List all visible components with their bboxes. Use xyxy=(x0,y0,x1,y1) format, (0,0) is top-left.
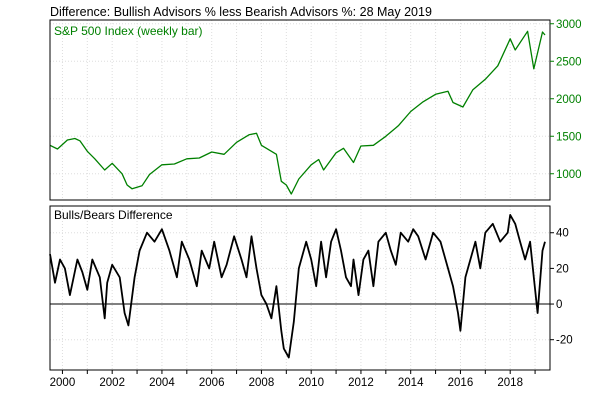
sp500-series-group xyxy=(49,30,546,195)
x-tick-label: 2002 xyxy=(99,377,125,389)
x-tick-label: 2010 xyxy=(298,377,324,389)
bulls-bears-series-group xyxy=(49,213,546,359)
x-tick-label: 2018 xyxy=(497,377,523,389)
top-y-tick-label: 2000 xyxy=(556,94,582,106)
x-tick-label: 2016 xyxy=(448,377,474,389)
x-axis-ticks: 2000 2002 2004 2006 2008 2010 2012 2014 2016 2018 xyxy=(50,370,536,389)
top-y-ticks: 3000 2500 2000 1500 1000 xyxy=(550,19,582,181)
x-tick-label: 2012 xyxy=(348,377,374,389)
top-panel-label: S&P 500 Index (weekly bar) xyxy=(54,24,203,38)
chart-title: Difference: Bullish Advisors % less Bear… xyxy=(50,5,432,19)
top-y-tick-label: 1000 xyxy=(556,169,582,181)
bottom-y-tick-label: 0 xyxy=(556,299,562,311)
bottom-panel-label: Bulls/Bears Difference xyxy=(54,208,173,222)
x-tick-label: 2004 xyxy=(149,377,175,389)
bottom-y-tick-label: 40 xyxy=(556,228,569,240)
x-tick-label: 2000 xyxy=(50,377,76,389)
bottom-gridlines xyxy=(50,206,550,370)
bottom-y-tick-label: -20 xyxy=(556,335,573,347)
top-y-tick-label: 3000 xyxy=(556,19,582,31)
x-tick-label: 2014 xyxy=(398,377,424,389)
x-tick-label: 2008 xyxy=(249,377,275,389)
bottom-y-ticks: 40 20 0 -20 xyxy=(550,228,573,347)
top-panel-frame xyxy=(49,19,551,201)
top-y-tick-label: 2500 xyxy=(556,56,582,68)
sp500-line xyxy=(49,30,546,195)
x-tick-label: 2006 xyxy=(199,377,225,389)
bottom-y-tick-label: 20 xyxy=(556,263,569,275)
top-gridlines xyxy=(50,20,550,200)
top-y-tick-label: 1500 xyxy=(556,131,582,143)
bulls-bears-line xyxy=(49,213,546,359)
bottom-panel-frame xyxy=(49,205,551,371)
